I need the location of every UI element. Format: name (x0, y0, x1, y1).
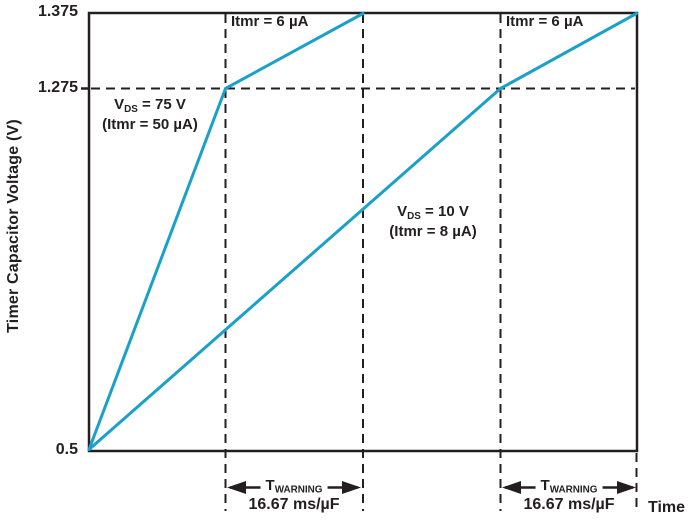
warning-rate-left: 16.67 ms/µF (248, 496, 340, 513)
arrowhead-right-icon (342, 481, 361, 494)
curve-label-vds10-line1: VDS = 10 V (389, 203, 476, 223)
itmr-label-right: Itmr = 6 µA (506, 13, 584, 30)
y-tick-label-1275: 1.275 (37, 79, 78, 96)
arrowhead-right-icon (617, 481, 636, 494)
curve-label-vds75-line1: VDS = 75 V (102, 96, 198, 116)
curve-label-vds10: VDS = 10 V (Itmr = 8 µA) (389, 203, 476, 242)
vds-symbol: V (397, 203, 408, 220)
x-axis-title: Time (648, 499, 686, 516)
warning-interval-label-right: TWARNING (535, 476, 603, 497)
warning-label-text: TWARNING (260, 476, 328, 496)
warning-rate-right: 16.67 ms/µF (523, 496, 615, 513)
vds-value: = 75 V (137, 96, 186, 113)
vds-symbol: V (114, 96, 125, 113)
curve-label-vds75: VDS = 75 V (Itmr = 50 µA) (102, 96, 198, 135)
vds-subscript: DS (407, 210, 421, 222)
curve-vds10 (87, 12, 638, 451)
t-subscript: WARNING (549, 484, 598, 496)
y-axis-title: Timer Capacitor Voltage (V) (5, 119, 22, 333)
itmr-label-left: Itmr = 6 µA (231, 13, 309, 30)
arrowhead-left-icon (502, 481, 521, 494)
vds-subscript: DS (124, 103, 138, 115)
t-symbol: T (540, 476, 550, 494)
vds-value: = 10 V (420, 203, 469, 220)
t-subscript: WARNING (274, 484, 323, 496)
warning-label-text: TWARNING (535, 476, 603, 496)
curve-label-vds75-line2: (Itmr = 50 µA) (102, 116, 198, 134)
arrowhead-left-icon (227, 481, 246, 494)
curve-vds75 (87, 12, 365, 451)
warning-interval-label-left: TWARNING (260, 476, 328, 497)
y-tick-label-1375: 1.375 (37, 3, 78, 20)
y-tick-label-05: 0.5 (55, 441, 78, 458)
t-symbol: T (265, 476, 275, 494)
curve-label-vds10-line2: (Itmr = 8 µA) (389, 223, 477, 241)
